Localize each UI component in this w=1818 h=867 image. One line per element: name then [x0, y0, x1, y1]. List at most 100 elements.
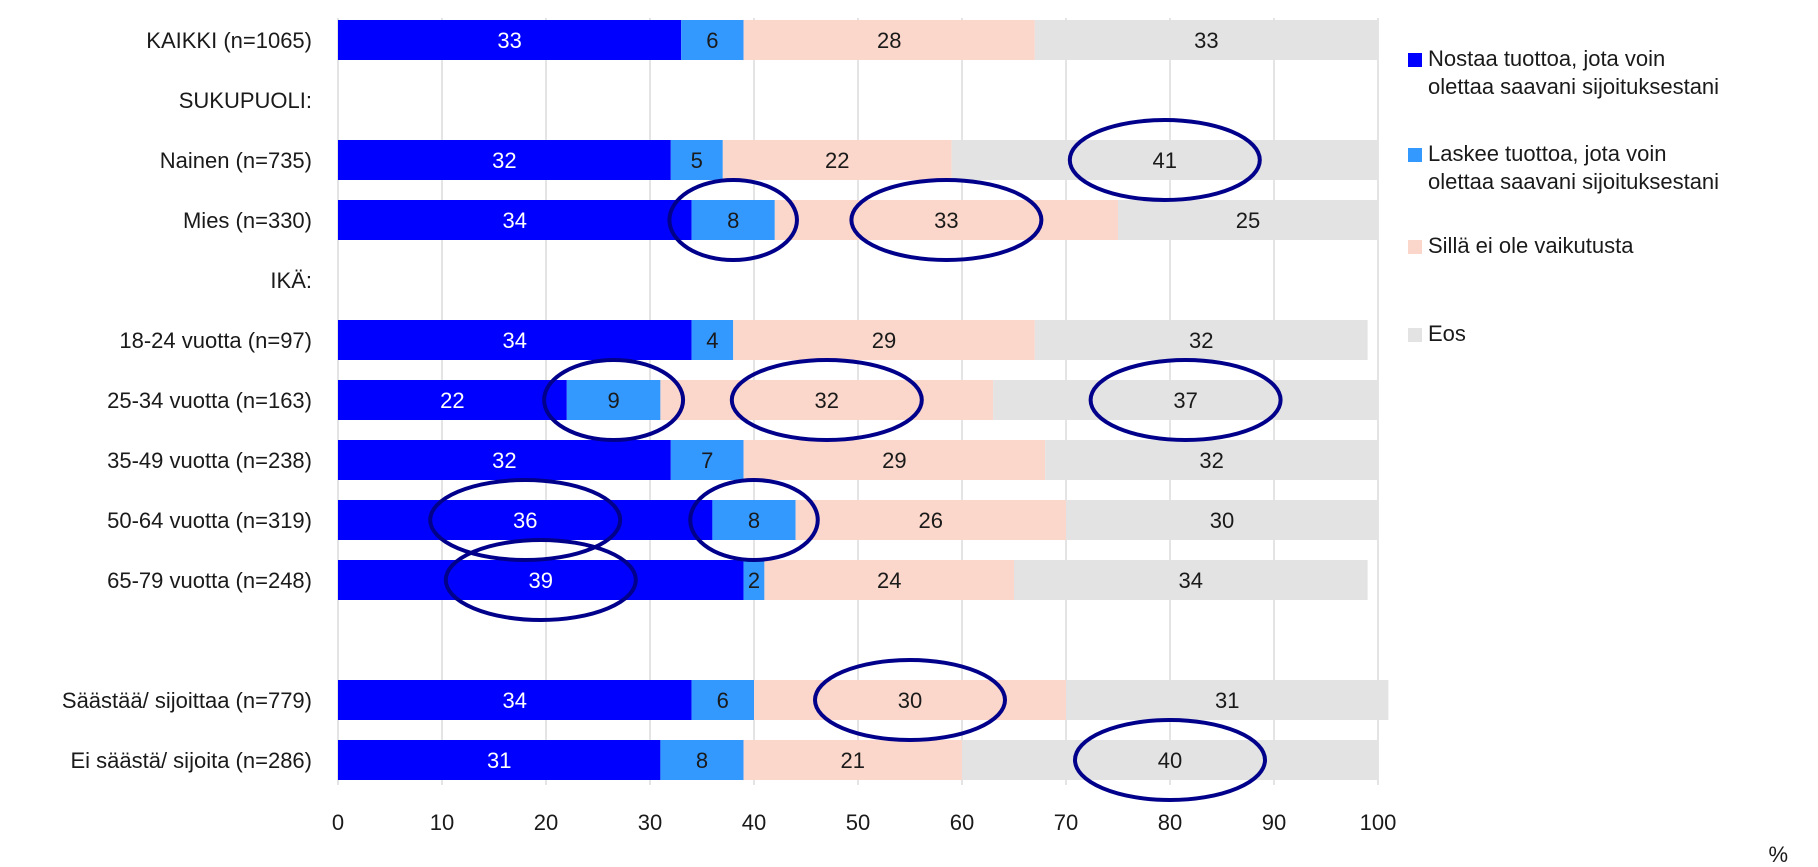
data-label: 29 — [872, 328, 896, 353]
data-label: 30 — [1210, 508, 1234, 533]
data-label: 6 — [706, 28, 718, 53]
x-tick-label: 90 — [1262, 810, 1286, 835]
bar-segment — [338, 500, 713, 540]
category-labels: KAIKKI (n=1065) SUKUPUOLI: Nainen (n=735) M… — [62, 28, 312, 773]
data-label: 7 — [701, 448, 713, 473]
x-tick-labels: 0 10 20 30 40 50 60 70 80 90 100 — [332, 810, 1396, 835]
data-label: 34 — [503, 688, 527, 713]
bar-segment — [338, 200, 692, 240]
legend-label-line2: olettaa saavani sijoituksestani — [1428, 74, 1719, 99]
bar-segment — [338, 140, 671, 180]
bar-segment — [722, 140, 952, 180]
highlight-ellipse — [688, 478, 820, 562]
legend-swatch — [1408, 240, 1422, 254]
highlight-ellipse — [1088, 358, 1283, 442]
category-label: 35-49 vuotta (n=238) — [107, 448, 312, 473]
legend-label: Sillä ei ole vaikutusta — [1428, 233, 1634, 258]
bar-segment — [691, 200, 775, 240]
data-label: 24 — [877, 568, 901, 593]
data-label: 8 — [727, 208, 739, 233]
bar-segment — [338, 740, 661, 780]
data-label: 36 — [513, 508, 537, 533]
x-tick-label: 40 — [742, 810, 766, 835]
data-label: 4 — [706, 328, 718, 353]
data-label: 32 — [492, 148, 516, 173]
data-label: 25 — [1236, 208, 1260, 233]
bar-segment — [712, 500, 796, 540]
bar-segment — [1066, 500, 1378, 540]
category-label: 25-34 vuotta (n=163) — [107, 388, 312, 413]
category-label: Säästää/ sijoittaa (n=779) — [62, 688, 312, 713]
data-label: 32 — [815, 388, 839, 413]
bar-segment — [743, 440, 1046, 480]
data-label: 33 — [934, 208, 958, 233]
legend-swatch — [1408, 148, 1422, 162]
bar-segment — [774, 200, 1118, 240]
data-label: 41 — [1153, 148, 1177, 173]
bar-segment — [338, 320, 692, 360]
highlight-ellipse — [1067, 118, 1262, 202]
legend-label: Eos — [1428, 321, 1466, 346]
data-label: 22 — [825, 148, 849, 173]
x-tick-label: 60 — [950, 810, 974, 835]
legend-swatch — [1408, 328, 1422, 342]
x-tick-label: 50 — [846, 810, 870, 835]
data-label: 29 — [882, 448, 906, 473]
bar-segment — [681, 20, 744, 60]
bar-segment — [566, 380, 661, 420]
bar-segment — [993, 380, 1378, 420]
data-label: 34 — [503, 208, 527, 233]
category-label: Ei säästä/ sijoita (n=286) — [70, 748, 312, 773]
x-tick-label: 20 — [534, 810, 558, 835]
data-label: 6 — [717, 688, 729, 713]
highlight-ellipse — [542, 358, 686, 442]
category-label: SUKUPUOLI: — [179, 88, 312, 113]
category-label: 50-64 vuotta (n=319) — [107, 508, 312, 533]
bar-segment — [691, 680, 754, 720]
bar-segment — [743, 20, 1035, 60]
bar-segment — [951, 140, 1378, 180]
data-label: 31 — [487, 748, 511, 773]
data-label: 28 — [877, 28, 901, 53]
legend-swatch — [1408, 53, 1422, 67]
bar-segment — [795, 500, 1066, 540]
bar-segment — [754, 680, 1066, 720]
bars — [338, 20, 1389, 780]
data-label: 37 — [1173, 388, 1197, 413]
bar-segment — [1034, 20, 1378, 60]
bar-segment — [338, 380, 567, 420]
data-label: 33 — [497, 28, 521, 53]
data-label: 8 — [696, 748, 708, 773]
x-tick-label: 30 — [638, 810, 662, 835]
data-label: 40 — [1158, 748, 1182, 773]
bar-segment — [764, 560, 1014, 600]
highlight-ellipses — [428, 118, 1283, 802]
data-label: 31 — [1215, 688, 1239, 713]
x-tick-label: 0 — [332, 810, 344, 835]
data-label: 8 — [748, 508, 760, 533]
data-label: 2 — [748, 568, 760, 593]
bar-segment — [338, 20, 682, 60]
data-label: 32 — [492, 448, 516, 473]
data-label: 21 — [841, 748, 865, 773]
data-label: 32 — [1199, 448, 1223, 473]
data-label: 34 — [503, 328, 527, 353]
bar-segment — [1118, 200, 1378, 240]
bar-segment — [1045, 440, 1378, 480]
category-label: Mies (n=330) — [183, 208, 312, 233]
data-label: 39 — [529, 568, 553, 593]
legend-label: Nostaa tuottoa, jota voin — [1428, 46, 1665, 71]
bar-segment — [743, 560, 765, 600]
bar-segment — [691, 320, 734, 360]
bar-segment — [660, 740, 744, 780]
highlight-ellipse — [667, 178, 799, 262]
category-label: 65-79 vuotta (n=248) — [107, 568, 312, 593]
x-tick-label: 100 — [1360, 810, 1397, 835]
highlight-ellipse — [428, 478, 623, 562]
x-tick-label: 10 — [430, 810, 454, 835]
bar-segment — [660, 380, 994, 420]
data-label: 22 — [440, 388, 464, 413]
highlight-ellipse — [729, 358, 924, 442]
data-label: 32 — [1189, 328, 1213, 353]
